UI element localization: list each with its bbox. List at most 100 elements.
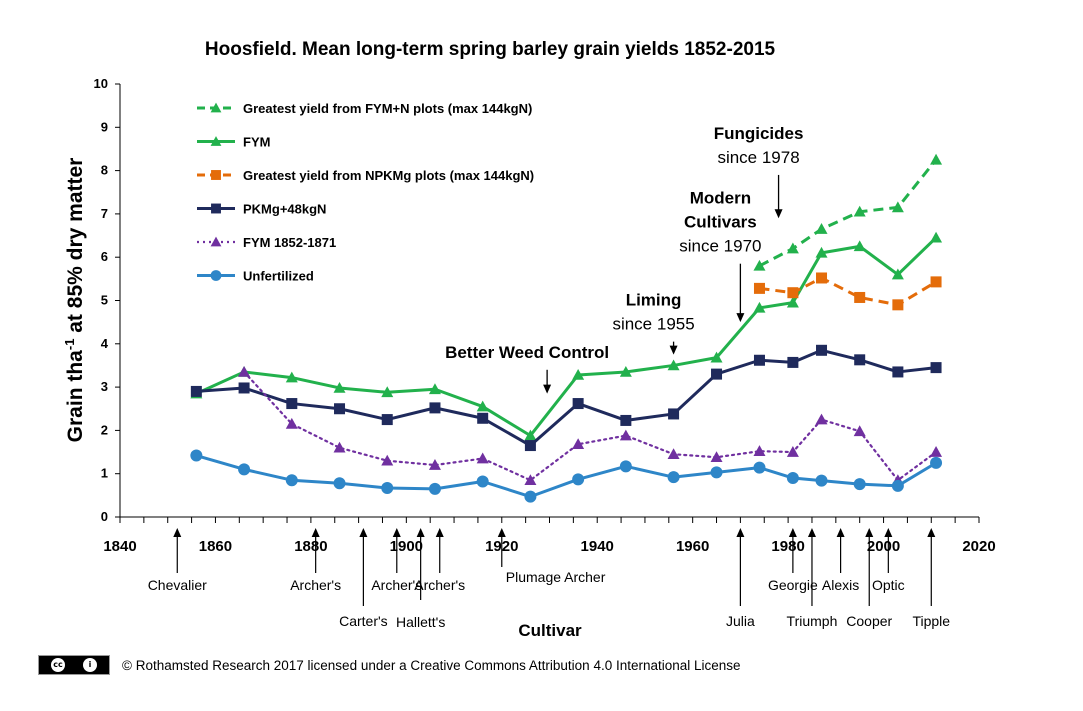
legend-item: Greatest yield from NPKMg plots (max 144… <box>197 168 534 183</box>
legend-swatch-marker <box>210 136 222 146</box>
annotation-text: since 1955 <box>612 315 694 334</box>
legend: Greatest yield from FYM+N plots (max 144… <box>197 101 534 284</box>
cultivar-arrow-head <box>392 528 401 537</box>
data-point <box>238 365 251 377</box>
y-tick-label: 1 <box>101 466 108 481</box>
data-point <box>786 446 799 457</box>
annotation-text: Cultivars <box>684 213 757 232</box>
data-point <box>930 456 943 469</box>
data-point <box>815 246 828 258</box>
cultivar-marker: Tipple <box>912 528 950 629</box>
data-point <box>572 473 585 486</box>
data-point <box>476 452 489 464</box>
data-point <box>285 371 298 383</box>
cultivar-marker: Archer's <box>290 528 341 593</box>
legend-label: FYM <box>243 135 270 150</box>
data-point <box>930 362 942 374</box>
data-point <box>930 276 942 288</box>
data-point <box>787 356 799 368</box>
cultivar-marker: Julia <box>726 528 755 629</box>
series-0 <box>753 153 943 271</box>
data-point <box>667 448 680 460</box>
data-point <box>476 400 489 412</box>
y-tick-label: 2 <box>101 422 108 437</box>
data-point <box>891 268 904 280</box>
y-axis-title-main: Grain tha <box>64 350 87 443</box>
data-point <box>381 386 394 398</box>
x-tick-label: 2000 <box>867 538 900 555</box>
data-point <box>619 365 632 377</box>
y-tick-label: 9 <box>101 119 108 134</box>
series-5 <box>190 449 943 503</box>
cultivar-label: Alexis <box>822 577 859 593</box>
cultivar-arrow-head <box>927 528 936 537</box>
annotation: Better Weed Control <box>445 343 609 394</box>
cultivar-label: Archer's <box>371 577 422 593</box>
data-point <box>477 412 489 424</box>
series-3 <box>190 344 942 452</box>
cultivar-marker: Optic <box>872 528 905 593</box>
y-tick-label: 4 <box>101 336 109 351</box>
legend-swatch-marker <box>211 170 221 180</box>
cultivar-arrow-head <box>173 528 182 537</box>
data-point <box>787 287 799 299</box>
legend-label: Unfertilized <box>243 269 314 284</box>
x-tick-label: 1860 <box>199 538 232 555</box>
y-axis-title-sup: -1 <box>62 339 77 351</box>
cultivar-arrow-head <box>311 528 320 537</box>
data-point <box>333 441 346 453</box>
legend-swatch-marker <box>211 203 221 214</box>
annotation: Modern Cultivars since 1970 <box>679 189 762 323</box>
annotation-arrow-head <box>774 209 783 219</box>
data-point <box>524 440 536 452</box>
y-tick-label: 6 <box>101 249 108 264</box>
x-tick-label: 1840 <box>103 538 136 555</box>
data-point <box>891 479 904 492</box>
data-point <box>476 475 489 488</box>
data-point <box>381 454 394 466</box>
data-point <box>753 259 766 271</box>
chart-title: Hoosfield. Mean long-term spring barley … <box>205 39 776 60</box>
annotation-arrow-head <box>669 345 678 355</box>
legend-item: FYM <box>197 135 270 150</box>
data-point <box>786 242 799 254</box>
legend-item: Greatest yield from FYM+N plots (max 144… <box>197 101 532 116</box>
legend-label: PKMg+48kgN <box>243 202 326 217</box>
legend-item: FYM 1852-1871 <box>197 235 336 250</box>
annotation-text: Liming <box>626 291 682 310</box>
data-point <box>572 438 585 450</box>
legend-label: FYM 1852-1871 <box>243 235 336 250</box>
cultivar-label: Plumage Archer <box>506 569 606 585</box>
cc-by-badge-icon: cc i <box>38 655 110 675</box>
data-point <box>285 417 298 429</box>
annotations: Better Weed Control Liming since 1955Moder… <box>445 124 803 394</box>
data-point <box>572 368 585 380</box>
data-point <box>667 471 680 484</box>
cultivar-marker: Triumph <box>787 528 837 629</box>
by-letters: i <box>83 658 97 672</box>
cultivar-label: Tipple <box>912 613 950 629</box>
legend-label: Greatest yield from NPKMg plots (max 144… <box>243 168 534 183</box>
data-point <box>524 474 537 485</box>
cultivar-marker: Plumage Archer <box>497 528 606 585</box>
cultivar-label: Cooper <box>846 613 892 629</box>
data-point <box>786 296 799 308</box>
data-point <box>190 449 203 462</box>
data-point <box>753 354 765 366</box>
data-point <box>892 366 904 378</box>
data-point <box>190 385 202 397</box>
data-point <box>428 383 441 395</box>
legend-item: PKMg+48kgN <box>197 202 326 217</box>
copyright-credit: © Rothamsted Research 2017 licensed unde… <box>122 657 741 673</box>
data-point <box>333 381 346 393</box>
cultivar-marker: Hallett's <box>396 528 445 630</box>
data-point <box>429 402 441 414</box>
legend-swatch-marker <box>210 102 222 113</box>
data-point <box>930 446 943 457</box>
data-point <box>853 425 866 437</box>
cultivar-label: Carter's <box>339 613 388 629</box>
data-point <box>238 382 250 394</box>
data-point <box>619 460 632 473</box>
y-tick-label: 3 <box>101 379 108 394</box>
